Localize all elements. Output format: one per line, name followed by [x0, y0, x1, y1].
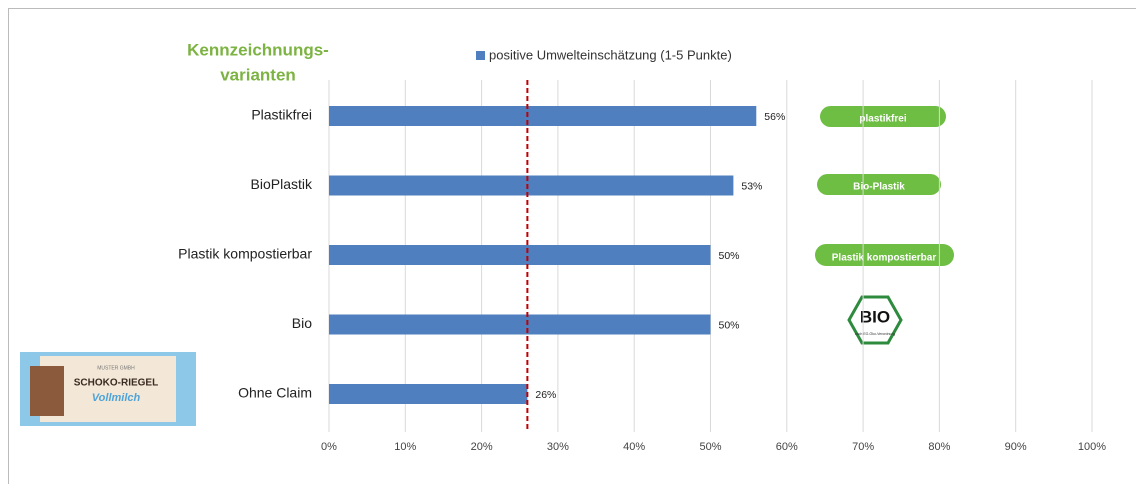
value-label: 50%	[719, 250, 740, 262]
badge-label: Bio-Plastik	[853, 182, 905, 193]
product-maker: MUSTER GMBH	[97, 365, 135, 371]
bio-logo: BIO nach EG-Öko-Verordnung	[849, 297, 901, 343]
legend-swatch	[476, 51, 485, 60]
badge: Plastik kompostierbar	[815, 244, 954, 266]
x-tick-label: 10%	[394, 441, 416, 453]
product-image: MUSTER GMBH SCHOKO-RIEGEL Vollmilch	[20, 352, 196, 426]
x-tick-label: 50%	[699, 441, 721, 453]
bio-logo-title: BIO	[860, 307, 890, 326]
bar	[329, 315, 711, 335]
x-tick-label: 30%	[547, 441, 569, 453]
x-tick-label: 100%	[1078, 441, 1106, 453]
x-tick-label: 70%	[852, 441, 874, 453]
badge: Bio-Plastik	[817, 174, 941, 195]
value-label: 53%	[741, 180, 762, 192]
bar	[329, 106, 756, 126]
bio-logo-subtitle: nach EG-Öko-Verordnung	[855, 332, 896, 336]
value-label: 56%	[764, 111, 785, 123]
bar	[329, 245, 711, 265]
y-tick-label: Plastikfrei	[251, 107, 312, 123]
x-tick-label: 40%	[623, 441, 645, 453]
badge-label: plastikfrei	[859, 114, 906, 125]
y-tick-label: Plastik kompostierbar	[178, 246, 312, 262]
bar	[329, 384, 527, 404]
x-tick-label: 60%	[776, 441, 798, 453]
product-variant: Vollmilch	[92, 392, 141, 404]
y-tick-label: BioPlastik	[251, 176, 313, 192]
product-name: SCHOKO-RIEGEL	[74, 378, 158, 389]
chart-title: varianten	[220, 65, 296, 84]
badge-label: Plastik kompostierbar	[832, 253, 937, 264]
y-tick-label: Bio	[292, 315, 312, 331]
chart-title: Kennzeichnungs-	[187, 40, 329, 59]
x-tick-label: 0%	[321, 441, 337, 453]
value-label: 50%	[719, 319, 740, 331]
legend-label: positive Umwelteinschätzung (1-5 Punkte)	[489, 47, 732, 62]
x-tick-label: 20%	[471, 441, 493, 453]
x-tick-label: 90%	[1005, 441, 1027, 453]
value-label: 26%	[535, 389, 556, 401]
y-tick-label: Ohne Claim	[238, 385, 312, 401]
x-tick-label: 80%	[928, 441, 950, 453]
bar	[329, 176, 733, 196]
badge: plastikfrei	[820, 106, 946, 127]
